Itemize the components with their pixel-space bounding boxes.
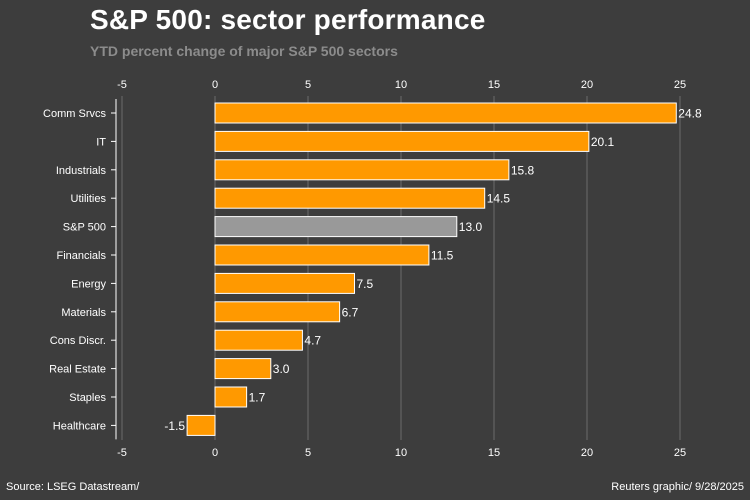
value-label: 6.7 <box>342 305 359 319</box>
category-label: Comm Srvcs <box>43 108 106 120</box>
bar <box>214 130 590 152</box>
category-label: Industrials <box>56 165 107 177</box>
chart-subtitle: YTD percent change of major S&P 500 sect… <box>90 43 398 59</box>
category-label: Cons Discr. <box>50 335 106 347</box>
x-tick-label-top: 10 <box>395 79 407 91</box>
bar <box>214 358 272 380</box>
x-tick-label-top: 25 <box>674 79 686 91</box>
category-label: Staples <box>69 392 106 404</box>
value-label: 15.8 <box>511 163 535 177</box>
bar <box>214 216 458 238</box>
value-label: 24.8 <box>678 107 702 121</box>
value-label: -1.5 <box>164 419 185 433</box>
x-tick-label-bottom: 25 <box>674 447 686 459</box>
bar <box>186 414 216 436</box>
x-tick-label-top: 20 <box>581 79 593 91</box>
x-tick-label-bottom: 15 <box>488 447 500 459</box>
category-label: Energy <box>71 278 106 290</box>
category-label: Financials <box>56 250 106 262</box>
category-label: Healthcare <box>53 420 106 432</box>
x-tick-label-top: -5 <box>117 79 127 91</box>
bar <box>214 102 677 124</box>
bar <box>214 329 303 351</box>
x-tick-label-bottom: 10 <box>395 447 407 459</box>
value-label: 14.5 <box>487 192 511 206</box>
x-tick-label-bottom: 0 <box>212 447 218 459</box>
source-note: Source: LSEG Datastream/ <box>6 481 140 493</box>
x-tick-label-bottom: 20 <box>581 447 593 459</box>
x-tick-label-bottom: -5 <box>117 447 127 459</box>
bar <box>214 386 248 408</box>
value-label: 1.7 <box>249 391 266 405</box>
x-tick-label-top: 15 <box>488 79 500 91</box>
value-label: 7.5 <box>357 277 374 291</box>
category-label: IT <box>96 136 106 148</box>
value-label: 11.5 <box>431 249 454 263</box>
category-label: Utilities <box>71 193 107 205</box>
x-tick-label-top: 5 <box>305 79 311 91</box>
chart-title: S&P 500: sector performance <box>90 4 486 35</box>
category-label: Materials <box>61 307 106 319</box>
bar <box>214 272 355 294</box>
value-label: 4.7 <box>304 334 321 348</box>
value-label: 13.0 <box>459 220 483 234</box>
bar <box>214 301 341 323</box>
value-label: 3.0 <box>273 362 290 376</box>
category-label: Real Estate <box>49 364 106 376</box>
x-tick-label-top: 0 <box>212 79 218 91</box>
value-label: 20.1 <box>591 135 615 149</box>
x-tick-label-bottom: 5 <box>305 447 311 459</box>
bar <box>214 159 510 181</box>
bar <box>214 187 486 209</box>
bar <box>214 244 430 266</box>
graphic-credit: Reuters graphic/ 9/28/2025 <box>611 481 744 493</box>
category-label: S&P 500 <box>63 222 106 234</box>
